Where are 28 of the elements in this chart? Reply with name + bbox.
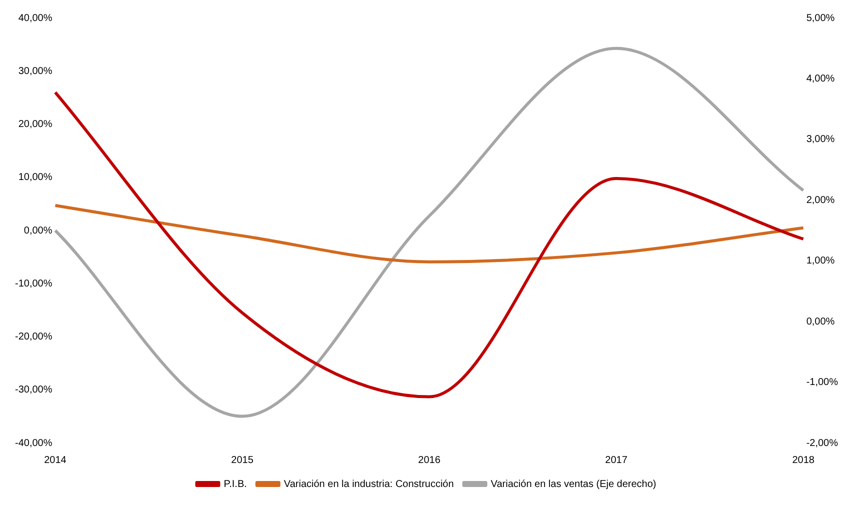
legend-label: P.I.B. xyxy=(224,478,247,490)
y-tick-label: 20,00% xyxy=(18,119,52,130)
y-tick-label: 30,00% xyxy=(18,66,52,77)
x-tick-label: 2015 xyxy=(231,454,254,466)
line-series xyxy=(54,46,805,418)
y2-tick-label: 0,00% xyxy=(806,316,835,328)
y-tick-label: 40,00% xyxy=(18,12,52,24)
y-tick-label: 0,00% xyxy=(24,225,52,236)
y-tick-label: 10,00% xyxy=(18,172,52,184)
y2-tick-label: 4,00% xyxy=(806,73,835,84)
y-tick-label: -40,00% xyxy=(14,438,52,449)
y2-tick-label: 1,00% xyxy=(806,256,835,267)
y-tick-label: -30,00% xyxy=(14,384,52,396)
line-series xyxy=(54,90,805,398)
y2-tick-label: 2,00% xyxy=(806,194,835,206)
line-series xyxy=(54,204,805,264)
legend-label: Variación en la industria: Construcción xyxy=(284,478,454,490)
x-tick-label: 2016 xyxy=(418,454,441,466)
x-tick-label: 2018 xyxy=(792,454,815,466)
y2-tick-label: -2,00% xyxy=(806,438,838,449)
x-tick-label: 2014 xyxy=(44,454,67,466)
y2-tick-label: -1,00% xyxy=(806,377,838,388)
y2-tick-label: 5,00% xyxy=(806,12,835,24)
legend-label: Variación en las ventas (Eje derecho) xyxy=(490,478,656,490)
y-tick-label: -10,00% xyxy=(14,278,52,290)
y2-tick-label: 3,00% xyxy=(806,134,835,146)
x-tick-label: 2017 xyxy=(605,454,628,466)
y-tick-label: -20,00% xyxy=(14,332,52,342)
